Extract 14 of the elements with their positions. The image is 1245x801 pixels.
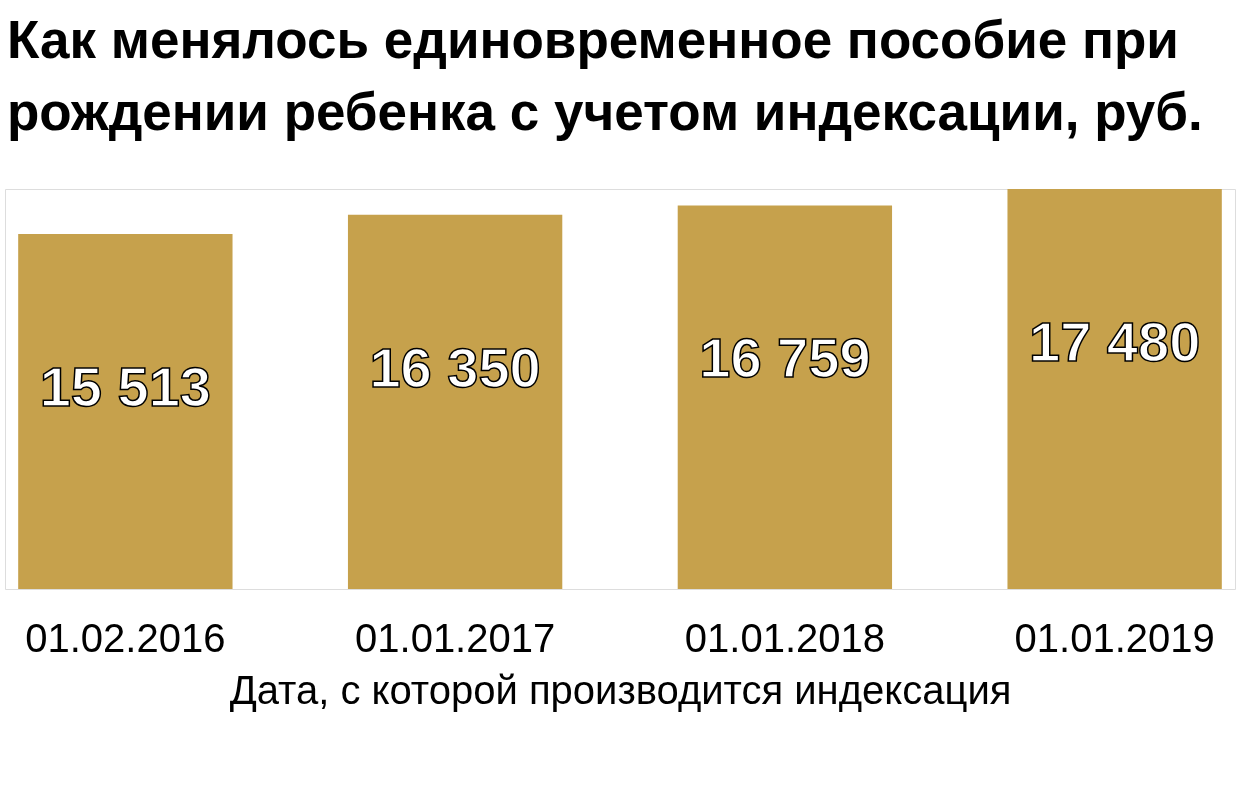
- bar: [677, 205, 893, 589]
- data-label: 17 480: [1029, 310, 1201, 373]
- bar: [1007, 189, 1222, 589]
- bar: [347, 214, 563, 589]
- x-tick-label: 01.01.2018: [684, 615, 885, 660]
- chart-title: Как менялось единовременное пособие при рождении ребенка с учетом индексации, руб.: [7, 10, 1203, 141]
- x-tick-label: 01.01.2019: [1014, 615, 1215, 660]
- data-label: 16 759: [699, 326, 871, 390]
- x-tick-label: 01.02.2016: [25, 615, 226, 660]
- data-label: 16 350: [369, 335, 541, 399]
- bar: [18, 234, 233, 589]
- data-label: 15 513: [39, 355, 211, 419]
- x-axis-title: Дата, с которой производится индексация: [229, 667, 1012, 712]
- x-tick-label: 01.01.2017: [355, 615, 556, 660]
